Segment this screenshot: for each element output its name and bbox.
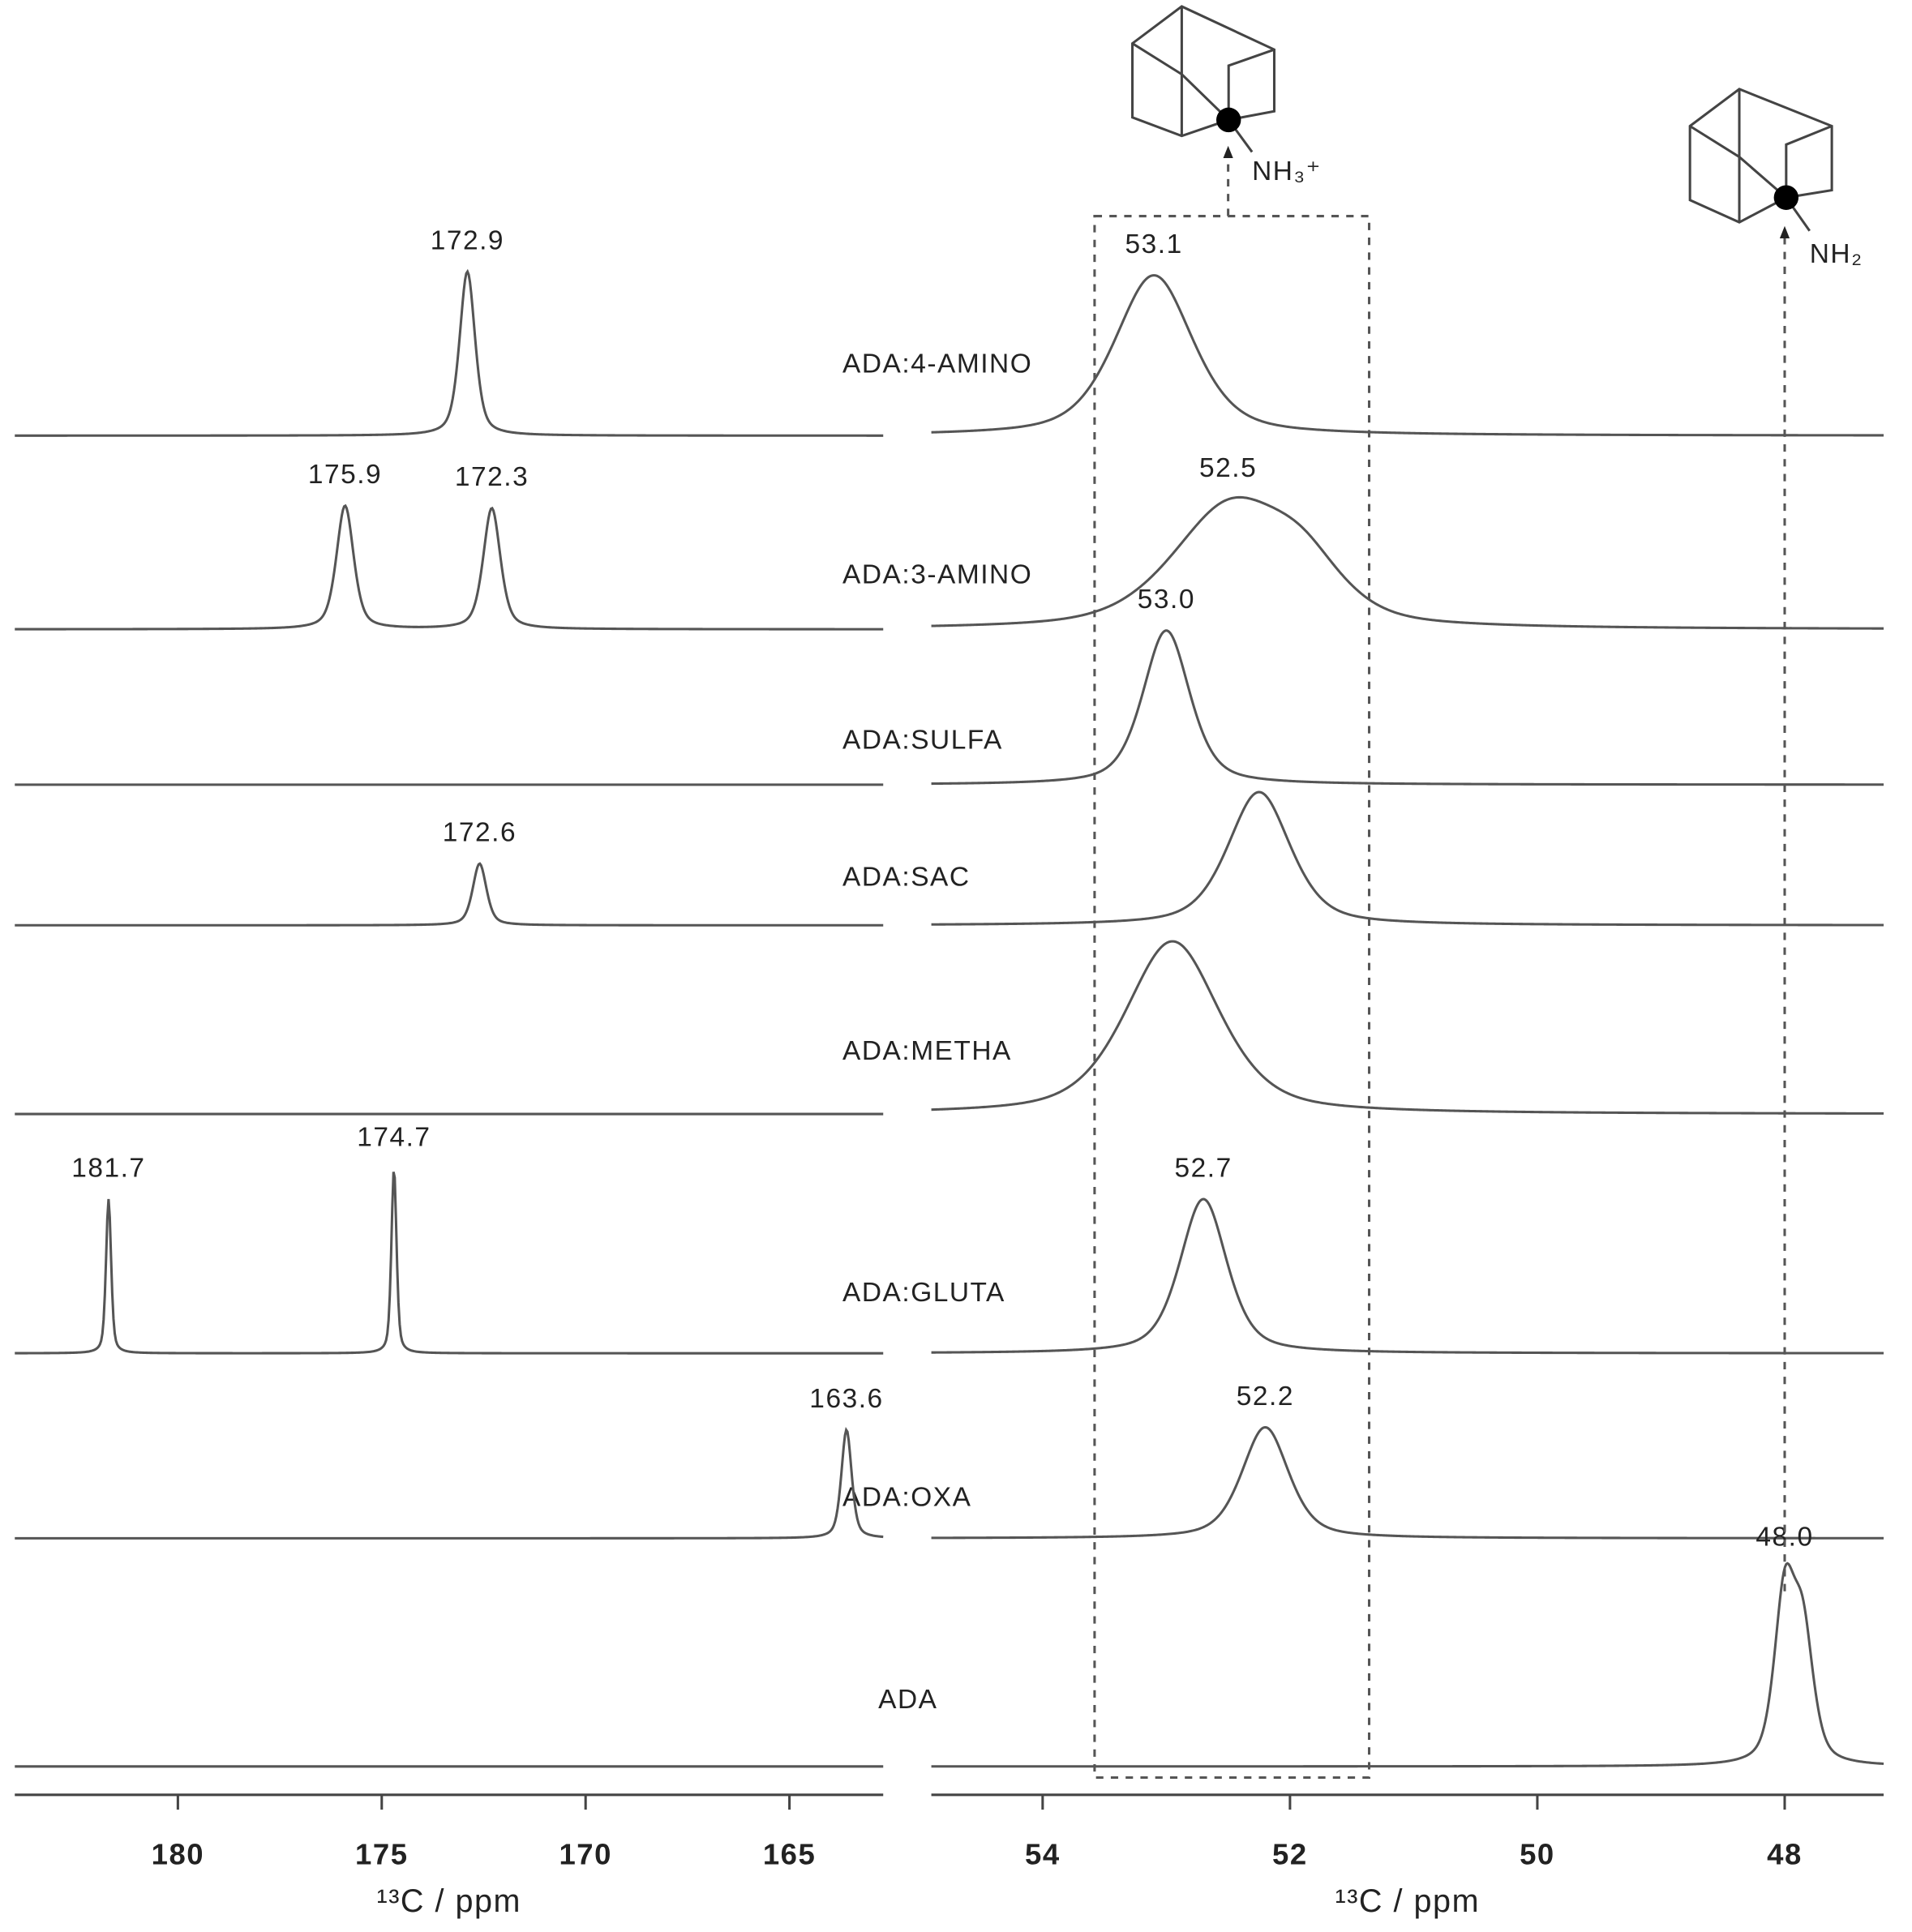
x-tick-label: 165 <box>763 1838 816 1871</box>
x-tick-label: 175 <box>355 1838 408 1871</box>
peak-label: 52.7 <box>1175 1153 1233 1183</box>
spectrum-trace <box>931 790 1884 927</box>
x-axis-label: ¹³C / ppm <box>377 1883 521 1919</box>
spectrum-trace <box>931 940 1884 1115</box>
peak-label: 53.0 <box>1138 585 1195 615</box>
x-tick-label: 48 <box>1767 1838 1803 1871</box>
peak-label: 175.9 <box>308 460 382 490</box>
peak-label: 52.2 <box>1237 1382 1294 1412</box>
spectrum-trace <box>15 1172 884 1355</box>
annotation-label: NH₂ <box>1810 239 1863 269</box>
series-name: ADA:OXA <box>842 1483 971 1513</box>
peak-label: 53.1 <box>1125 229 1183 259</box>
peak-label: 181.7 <box>71 1153 145 1183</box>
series-name: ADA:METHA <box>842 1036 1012 1066</box>
peak-label: 174.7 <box>357 1122 431 1152</box>
spectrum-trace <box>931 495 1884 630</box>
x-axis-label: ¹³C / ppm <box>1335 1883 1480 1919</box>
x-tick-label: 54 <box>1025 1838 1061 1871</box>
peak-label: 172.6 <box>443 818 517 848</box>
peak-label: 172.9 <box>431 225 504 255</box>
annotation-arrow <box>1779 225 1790 238</box>
series-name: ADA:SULFA <box>842 725 1003 755</box>
molecule-ammonium <box>1131 5 1276 153</box>
spectrum-trace <box>931 274 1884 437</box>
peak-label: 172.3 <box>455 462 529 492</box>
peak-label: 52.5 <box>1199 453 1257 483</box>
annotation-label: NH₃⁺ <box>1252 156 1322 186</box>
x-tick-label: 52 <box>1272 1838 1308 1871</box>
spectrum-trace <box>15 862 884 927</box>
spectrum-trace <box>931 629 1884 786</box>
annotation-arrow <box>1223 145 1233 159</box>
spectrum-trace <box>931 1197 1884 1355</box>
spectrum-trace <box>15 268 884 437</box>
series-name: ADA:4-AMINO <box>842 349 1032 379</box>
spectrum-trace <box>15 1427 884 1540</box>
molecule-amine <box>1688 88 1833 232</box>
x-tick-label: 180 <box>152 1838 204 1871</box>
series-name: ADA <box>878 1685 937 1715</box>
series-name: ADA:3-AMINO <box>842 560 1032 590</box>
x-tick-label: 50 <box>1520 1838 1555 1871</box>
series-name: ADA:GLUTA <box>842 1278 1005 1308</box>
peak-label: 163.6 <box>809 1384 883 1414</box>
spectrum-trace <box>15 503 884 631</box>
spectrum-trace <box>931 1425 1884 1540</box>
spectrum-trace <box>931 1561 1884 1768</box>
series-name: ADA:SAC <box>842 862 971 892</box>
x-tick-label: 170 <box>559 1838 611 1871</box>
highlight-box <box>1093 215 1371 1780</box>
